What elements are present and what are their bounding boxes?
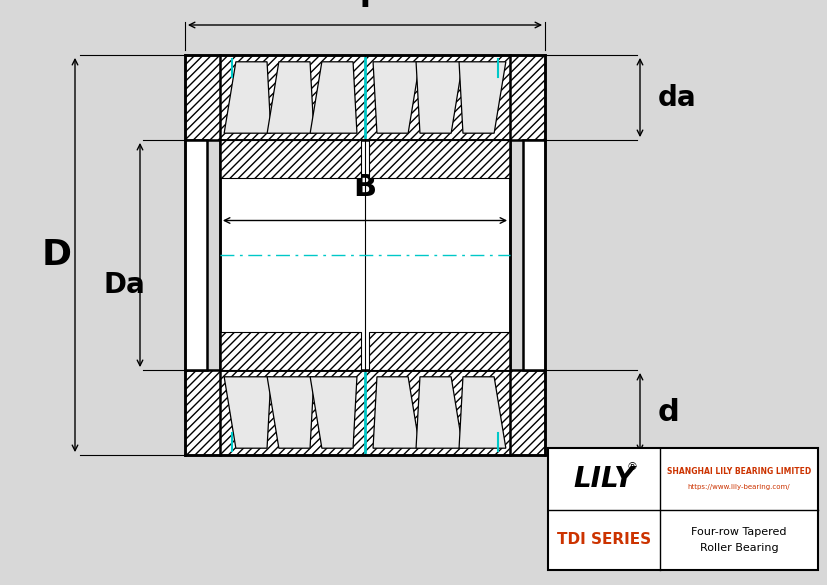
Text: TDI SERIES: TDI SERIES [557,532,650,548]
Bar [369,332,509,370]
Polygon shape [267,62,313,133]
Text: ®: ® [626,462,637,472]
Bar [184,55,544,140]
Bar [220,140,509,370]
Bar [220,332,361,370]
Text: Four-row Tapered: Four-row Tapered [691,527,786,537]
Polygon shape [267,377,313,448]
Polygon shape [415,377,462,448]
Bar [523,140,544,370]
Text: D: D [42,238,72,272]
Bar [184,370,544,455]
Polygon shape [458,377,505,448]
Text: LILY: LILY [572,465,634,493]
Text: SHANGHAI LILY BEARING LIMITED: SHANGHAI LILY BEARING LIMITED [666,466,810,476]
Polygon shape [310,62,356,133]
Text: d: d [657,398,679,427]
Polygon shape [310,377,356,448]
Bar [184,140,207,370]
Text: https://www.lily-bearing.com/: https://www.lily-bearing.com/ [687,484,789,490]
Polygon shape [224,62,270,133]
Text: Roller Bearing: Roller Bearing [699,543,777,553]
Text: B: B [353,174,376,202]
Text: da: da [657,84,696,112]
Polygon shape [373,377,419,448]
Bar [369,140,509,178]
Polygon shape [224,377,270,448]
Text: T: T [354,0,375,13]
Polygon shape [415,62,462,133]
Polygon shape [458,62,505,133]
Bar [547,448,817,570]
Polygon shape [373,62,419,133]
Bar [220,140,361,178]
Text: Da: Da [103,271,145,299]
